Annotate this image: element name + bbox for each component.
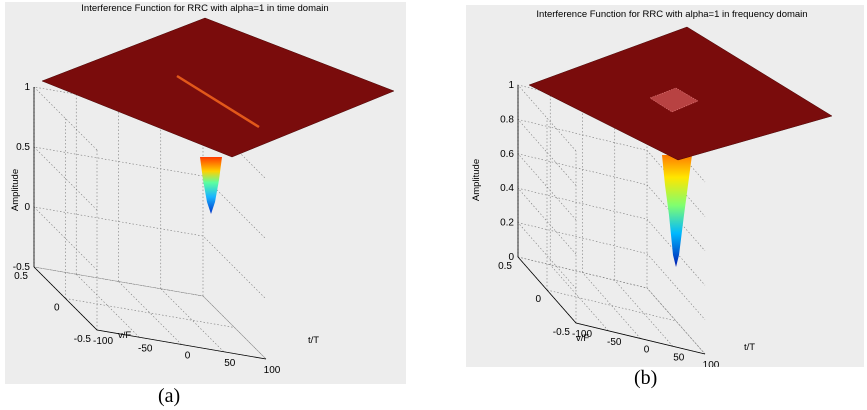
z-axis-label-b: Amplitude xyxy=(471,159,482,201)
floor-gridline-x-a xyxy=(76,274,140,338)
y-tick-label-b: -0.5 xyxy=(553,327,571,338)
dip-b xyxy=(662,155,692,267)
x-axis-label-a: t/T xyxy=(308,335,319,346)
x-tick-label-a: -50 xyxy=(138,343,153,354)
z-gridline-b xyxy=(517,187,706,286)
floor-gridline-x-b xyxy=(646,287,706,355)
z-tick-label-a: 0.5 xyxy=(16,142,30,153)
z-tick-label-b: 0.8 xyxy=(500,114,514,125)
floor-gridline-y-b xyxy=(546,289,677,322)
y-tick-label-a: 0 xyxy=(54,303,60,314)
x-tick-label-a: 50 xyxy=(224,358,236,369)
caption-b: (b) xyxy=(634,367,658,389)
z-tick-label-b: 0 xyxy=(508,252,514,263)
dip-a xyxy=(200,157,222,214)
floor-axes-b xyxy=(517,256,706,355)
caption-a: (a) xyxy=(158,385,181,407)
figure-b: 0 0.2 0.4 0.6 0.8 1 -100 -50 0 50 100 -0.5 0 0.5 Inte… xyxy=(466,5,864,367)
chart-title-b: Interference Function for RRC with alpha… xyxy=(536,9,807,20)
axes-grid-b xyxy=(517,84,706,355)
z-gridline-a xyxy=(33,206,267,300)
z-tick-label-a: -0.5 xyxy=(13,262,31,273)
floor-gridline-y-a xyxy=(65,298,235,328)
floor-gridline-x-a xyxy=(118,281,182,345)
z-tick-label-a: 1 xyxy=(24,82,30,93)
z-tick-label-a: 0 xyxy=(24,202,30,213)
x-tick-label-b: 100 xyxy=(703,360,720,367)
z-tick-label-b: 0.2 xyxy=(500,218,514,229)
z-gridline-a xyxy=(33,266,267,360)
surface-plot-a: -0.5 0 0.5 1 -100 -50 0 50 100 -0.5 0 0.5 Interfere… xyxy=(10,3,395,376)
x-tick-label-b: 0 xyxy=(644,345,650,356)
chart-title-a: Interference Function for RRC with alpha… xyxy=(81,3,328,14)
floor-axes-a xyxy=(33,266,267,360)
ridge-a xyxy=(176,74,260,129)
floor-gridline-y-a xyxy=(33,266,204,297)
z-gridline-b xyxy=(517,222,706,320)
floor-gridline-x-b xyxy=(614,280,673,347)
floor-gridline-x-b xyxy=(582,272,641,339)
y-axis-label-a: v/F xyxy=(118,330,131,341)
z-axis-label-a: Amplitude xyxy=(10,169,21,211)
z-gridline-b xyxy=(517,256,706,355)
z-gridline-b xyxy=(517,118,706,217)
x-tick-label-b: -100 xyxy=(572,329,592,340)
hatch-b xyxy=(649,87,699,113)
x-axis-label-b: t/T xyxy=(744,342,755,353)
x-tick-label-b: -50 xyxy=(607,337,622,348)
x-tick-label-a: -100 xyxy=(93,336,113,347)
z-tick-label-b: 1 xyxy=(508,80,514,91)
floor-gridline-x-a xyxy=(202,295,267,360)
tick-labels-a: -0.5 0 0.5 1 -100 -50 0 50 100 -0.5 0 0.5 xyxy=(13,82,281,376)
x-tick-label-a: 0 xyxy=(185,351,191,362)
x-tick-label-b: 50 xyxy=(673,352,685,363)
y-axis-label-b: v/F xyxy=(576,333,589,344)
figure-a: -0.5 0 0.5 1 -100 -50 0 50 100 -0.5 0 0.5 Interfere… xyxy=(5,2,406,384)
x-tick-label-a: 100 xyxy=(264,365,281,376)
y-tick-label-b: 0.5 xyxy=(498,261,512,272)
z-gridline-a xyxy=(33,146,267,240)
y-tick-label-a: -0.5 xyxy=(74,334,92,345)
z-gridline-b xyxy=(517,153,706,251)
floor-gridline-x-b xyxy=(550,264,609,331)
plateau-a xyxy=(41,17,395,158)
y-tick-label-b: 0 xyxy=(535,294,541,305)
z-tick-label-b: 0.4 xyxy=(500,183,514,194)
z-tick-label-b: 0.6 xyxy=(500,149,514,160)
y-tick-label-a: 0.5 xyxy=(14,271,28,282)
floor-gridline-x-a xyxy=(160,288,224,352)
